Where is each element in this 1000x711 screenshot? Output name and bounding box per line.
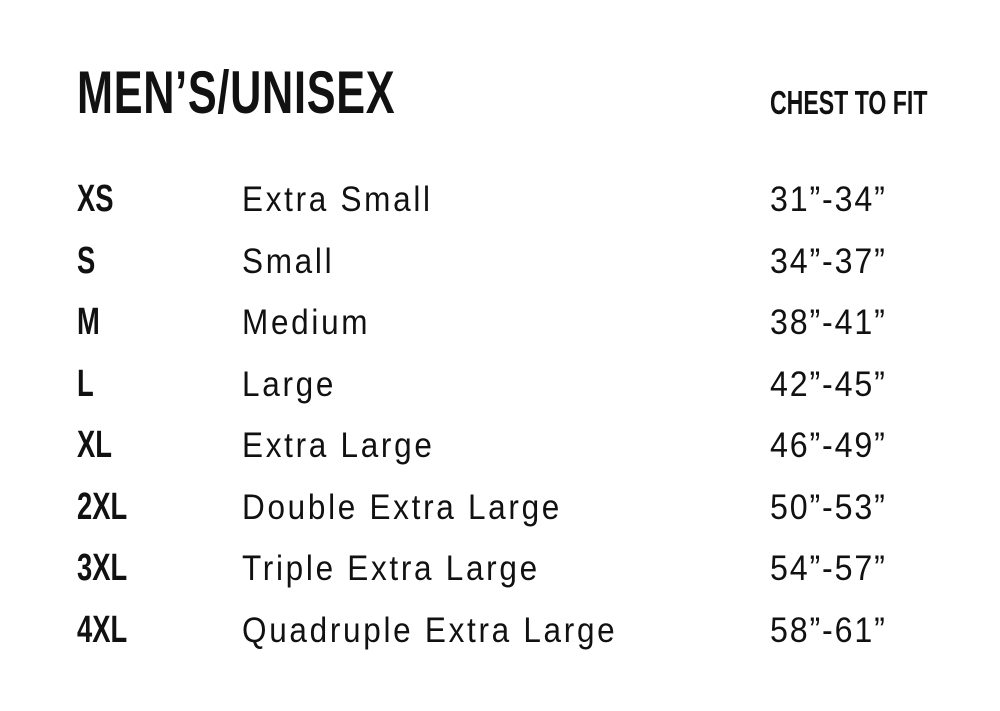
- size-name: Large: [242, 364, 337, 404]
- size-row: M Medium 38”-41”: [0, 301, 1000, 361]
- size-code: M: [77, 301, 100, 343]
- chest-range: 31”-34”: [770, 180, 887, 219]
- size-code: 3XL: [77, 547, 128, 589]
- chest-range: 58”-61”: [770, 610, 887, 650]
- chest-range: 50”-53”: [770, 487, 887, 527]
- chest-range: 38”-41”: [770, 303, 887, 342]
- size-code: L: [77, 362, 94, 405]
- size-row: 2XL Double Extra Large 50”-53”: [0, 486, 1000, 546]
- size-code: 2XL: [77, 485, 128, 528]
- size-name: Triple Extra Large: [242, 549, 540, 588]
- size-row: L Large 42”-45”: [0, 363, 1000, 423]
- size-name: Double Extra Large: [242, 487, 563, 527]
- size-row: 4XL Quadruple Extra Large 58”-61”: [0, 609, 1000, 669]
- page-title: MEN’S/UNISEX: [77, 59, 396, 126]
- chest-range: 42”-45”: [770, 364, 887, 404]
- size-code: S: [77, 239, 96, 282]
- chest-range: 34”-37”: [770, 241, 887, 281]
- chest-range: 46”-49”: [770, 426, 887, 465]
- size-code: 4XL: [77, 608, 128, 651]
- size-code: XS: [77, 178, 114, 220]
- size-name: Small: [242, 241, 335, 281]
- size-row: XS Extra Small 31”-34”: [0, 178, 1000, 238]
- size-name: Quadruple Extra Large: [242, 610, 618, 650]
- size-row: XL Extra Large 46”-49”: [0, 424, 1000, 484]
- size-name: Extra Small: [242, 180, 433, 219]
- chest-range: 54”-57”: [770, 549, 887, 588]
- size-row: S Small 34”-37”: [0, 240, 1000, 300]
- size-code: XL: [77, 424, 112, 466]
- chest-column-header: CHEST TO FIT: [770, 84, 928, 121]
- size-name: Extra Large: [242, 426, 435, 465]
- size-name: Medium: [242, 303, 371, 342]
- size-row: 3XL Triple Extra Large 54”-57”: [0, 547, 1000, 607]
